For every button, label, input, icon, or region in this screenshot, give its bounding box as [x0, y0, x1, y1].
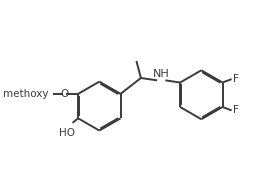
- Text: O: O: [60, 89, 69, 99]
- Text: F: F: [233, 105, 239, 115]
- Text: HO: HO: [59, 128, 76, 138]
- Text: F: F: [233, 74, 239, 84]
- Text: methoxy: methoxy: [3, 89, 48, 99]
- Text: NH: NH: [153, 68, 170, 79]
